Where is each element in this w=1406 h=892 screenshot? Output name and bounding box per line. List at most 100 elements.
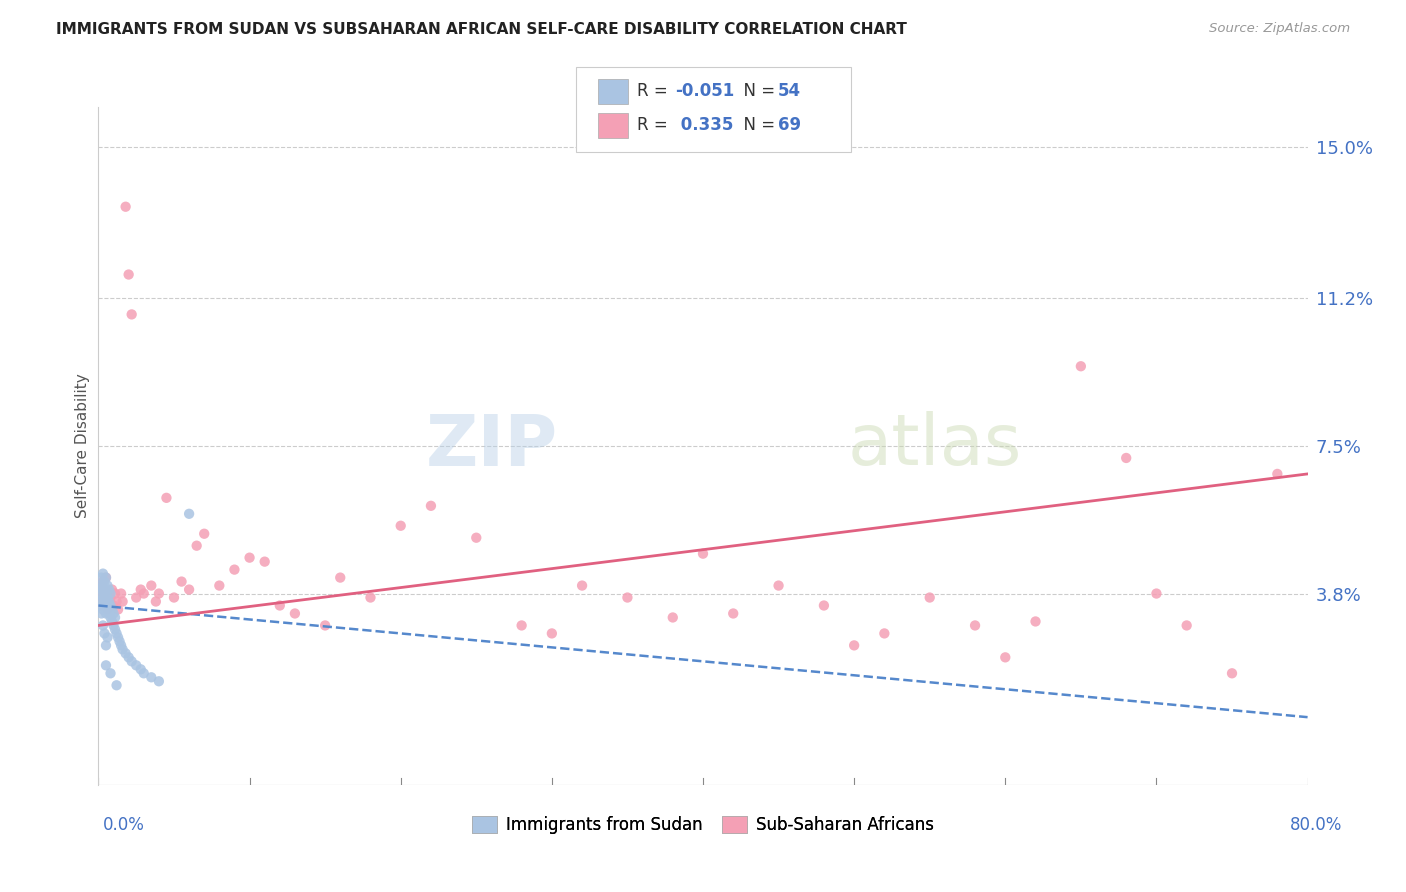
Point [193, 526, 215, 541]
Point [110, 586, 132, 600]
Point [170, 574, 193, 589]
Point [94, 594, 117, 608]
Point [100, 591, 122, 605]
Point [465, 531, 488, 545]
Point [1115, 450, 1137, 465]
Point [224, 563, 246, 577]
Point [108, 634, 131, 648]
Point [965, 618, 987, 632]
Point [96, 631, 118, 645]
Point [93, 599, 115, 613]
Text: N =: N = [733, 82, 780, 100]
Point [1220, 666, 1243, 681]
Point [101, 615, 124, 629]
Point [89, 599, 111, 613]
Point [121, 307, 143, 321]
Point [93, 599, 115, 613]
Text: 80.0%: 80.0% [1291, 815, 1343, 833]
Point [1144, 586, 1167, 600]
Point [314, 618, 336, 632]
Point [90, 578, 112, 592]
Y-axis label: Self-Care Disability: Self-Care Disability [75, 374, 90, 518]
Text: Source: ZipAtlas.com: Source: ZipAtlas.com [1209, 22, 1350, 36]
Point [114, 646, 136, 660]
Point [91, 574, 114, 589]
Point [121, 654, 143, 668]
Point [873, 626, 896, 640]
Point [510, 618, 533, 632]
Text: 0.335: 0.335 [675, 116, 734, 134]
Text: R =: R = [637, 82, 673, 100]
Point [90, 594, 112, 608]
Point [89, 599, 111, 613]
Point [1267, 467, 1289, 481]
Point [101, 582, 124, 597]
Point [90, 607, 112, 621]
Point [104, 586, 127, 600]
Point [155, 491, 177, 505]
Point [239, 550, 262, 565]
Point [93, 586, 115, 600]
Point [107, 631, 129, 645]
Point [98, 594, 121, 608]
Point [104, 623, 127, 637]
Point [114, 200, 136, 214]
Point [129, 582, 152, 597]
Text: 54: 54 [778, 82, 800, 100]
Point [360, 591, 382, 605]
Point [145, 594, 167, 608]
Point [100, 586, 122, 600]
Point [94, 571, 117, 585]
Point [105, 626, 128, 640]
Point [103, 607, 125, 621]
Point [163, 591, 186, 605]
Point [91, 591, 114, 605]
Point [129, 662, 152, 676]
Point [103, 599, 125, 613]
Point [96, 602, 118, 616]
Text: -0.051: -0.051 [675, 82, 734, 100]
Point [132, 586, 155, 600]
Point [148, 586, 170, 600]
Point [96, 586, 118, 600]
Point [98, 607, 121, 621]
Point [723, 607, 745, 621]
Point [420, 499, 443, 513]
Point [94, 639, 117, 653]
Text: R =: R = [637, 116, 673, 134]
Point [94, 607, 117, 621]
Point [91, 578, 114, 592]
Point [179, 582, 201, 597]
Point [1024, 615, 1046, 629]
Point [107, 602, 129, 616]
Point [111, 594, 134, 608]
Point [1175, 618, 1198, 632]
Point [118, 268, 141, 282]
Point [105, 678, 128, 692]
Text: ZIP: ZIP [426, 411, 558, 481]
Point [96, 591, 118, 605]
Point [179, 507, 201, 521]
Point [918, 591, 941, 605]
Point [1070, 359, 1092, 374]
Point [208, 578, 231, 592]
Point [96, 578, 118, 592]
Text: IMMIGRANTS FROM SUDAN VS SUBSAHARAN AFRICAN SELF-CARE DISABILITY CORRELATION CHA: IMMIGRANTS FROM SUDAN VS SUBSAHARAN AFRI… [56, 22, 907, 37]
Point [125, 591, 148, 605]
Point [141, 578, 163, 592]
Point [100, 610, 122, 624]
Point [94, 594, 117, 608]
Point [90, 582, 112, 597]
Point [269, 599, 291, 613]
Point [94, 658, 117, 673]
Point [100, 599, 122, 613]
Point [100, 666, 122, 681]
Point [93, 574, 115, 589]
Point [89, 586, 111, 600]
Text: atlas: atlas [848, 411, 1022, 481]
Point [616, 591, 638, 605]
Point [389, 518, 412, 533]
Point [253, 555, 276, 569]
Point [93, 626, 115, 640]
Point [94, 582, 117, 597]
